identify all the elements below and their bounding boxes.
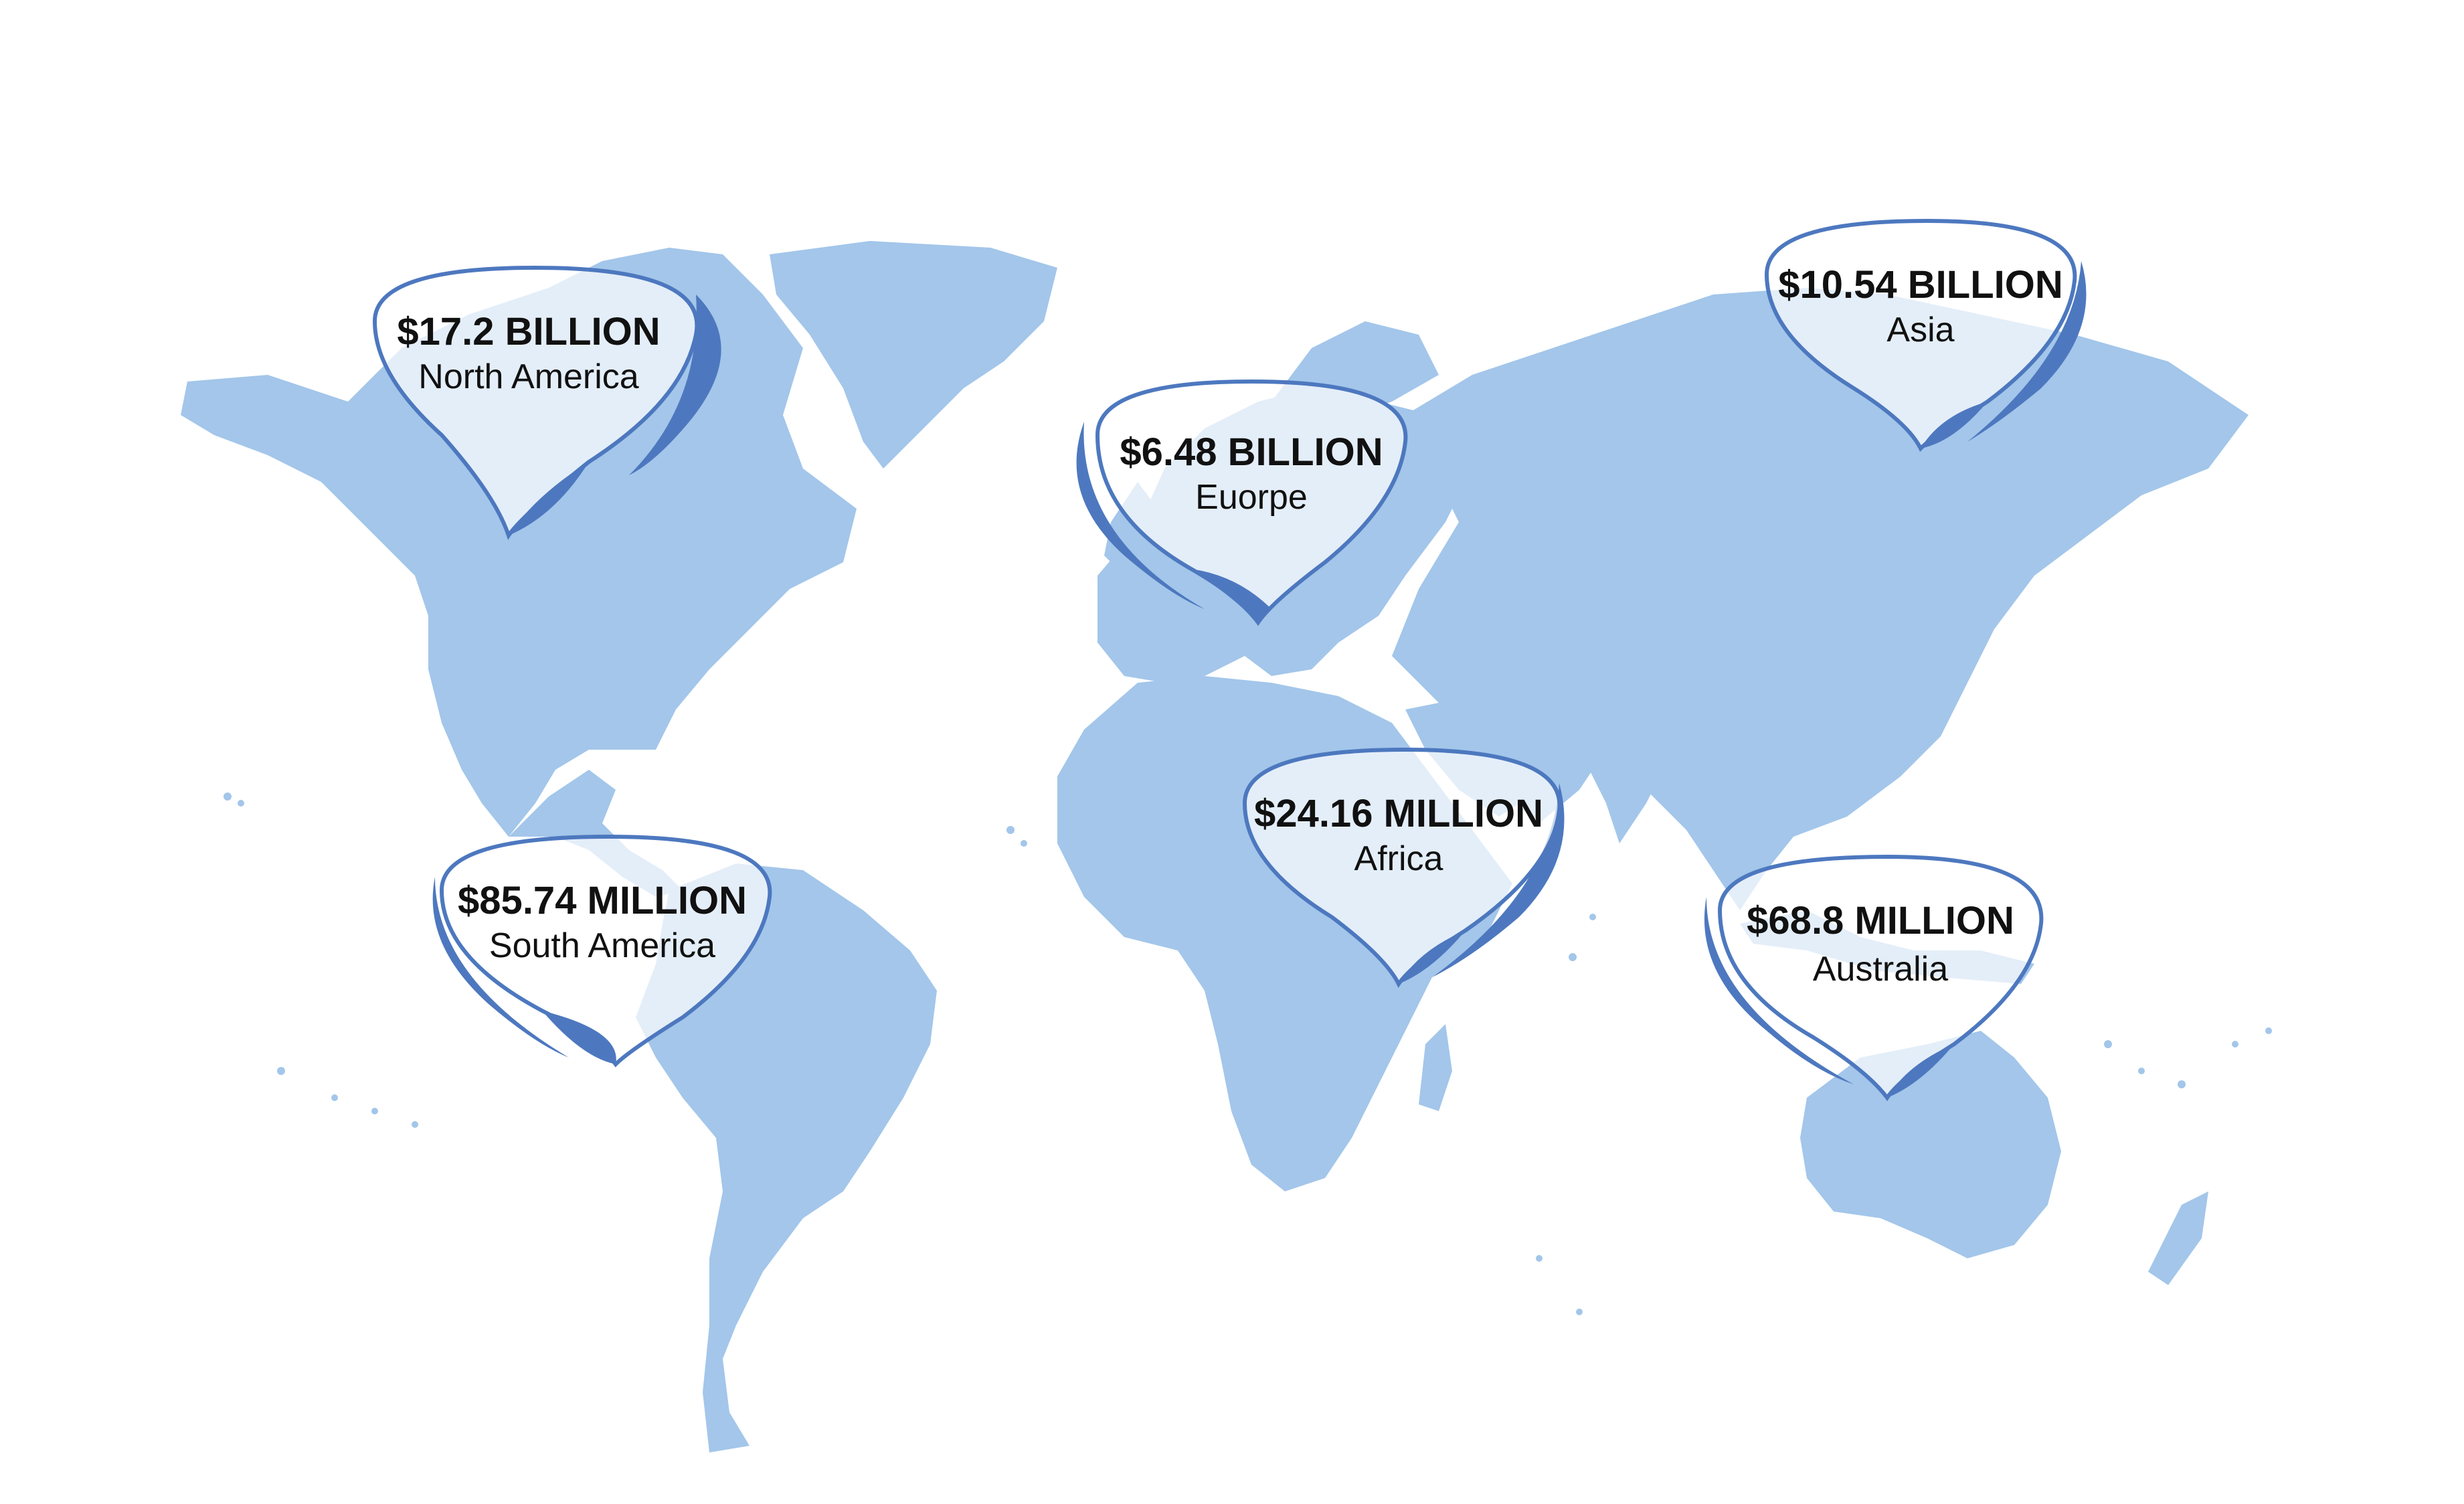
callout-region: Asia <box>1886 311 1954 349</box>
callout-south-america: $85.74 MILLION South America <box>432 834 772 1068</box>
landmass-new-zealand <box>2148 1191 2208 1285</box>
landmass-japan <box>1914 549 1981 669</box>
callout-value: $17.2 BILLION <box>397 310 660 353</box>
landmass-south-america <box>636 863 937 1452</box>
callout-value: $6.48 BILLION <box>1120 430 1383 474</box>
callout-region: South America <box>489 926 715 965</box>
callout-value: $10.54 BILLION <box>1778 263 2062 307</box>
callout-value: $24.16 MILLION <box>1254 792 1543 835</box>
callout-value: $68.8 MILLION <box>1747 899 2014 942</box>
callout-value: $85.74 MILLION <box>458 879 747 922</box>
callouts: $17.2 BILLION North America $6.48 BILLIO… <box>372 218 2087 1102</box>
callout-africa: $24.16 MILLION Africa <box>1242 747 1565 988</box>
islets <box>224 792 2272 1315</box>
landmass-asia <box>1392 288 2249 910</box>
callout-region: Africa <box>1354 839 1443 878</box>
callout-europe: $6.48 BILLION Euorpe <box>1076 379 1408 626</box>
callout-australia: $68.8 MILLION Australia <box>1704 854 2044 1102</box>
landmass-india <box>1566 709 1673 843</box>
callout-north-america: $17.2 BILLION North America <box>372 265 721 540</box>
callout-region: Euorpe <box>1195 478 1308 517</box>
callout-region: Australia <box>1813 950 1948 989</box>
landmass-australia <box>1800 1031 2061 1258</box>
landmass-madagascar <box>1419 1024 1452 1111</box>
callout-region: North America <box>418 357 639 396</box>
callout-asia: $10.54 BILLION Asia <box>1764 218 2087 452</box>
landmass-greenland <box>770 241 1057 469</box>
